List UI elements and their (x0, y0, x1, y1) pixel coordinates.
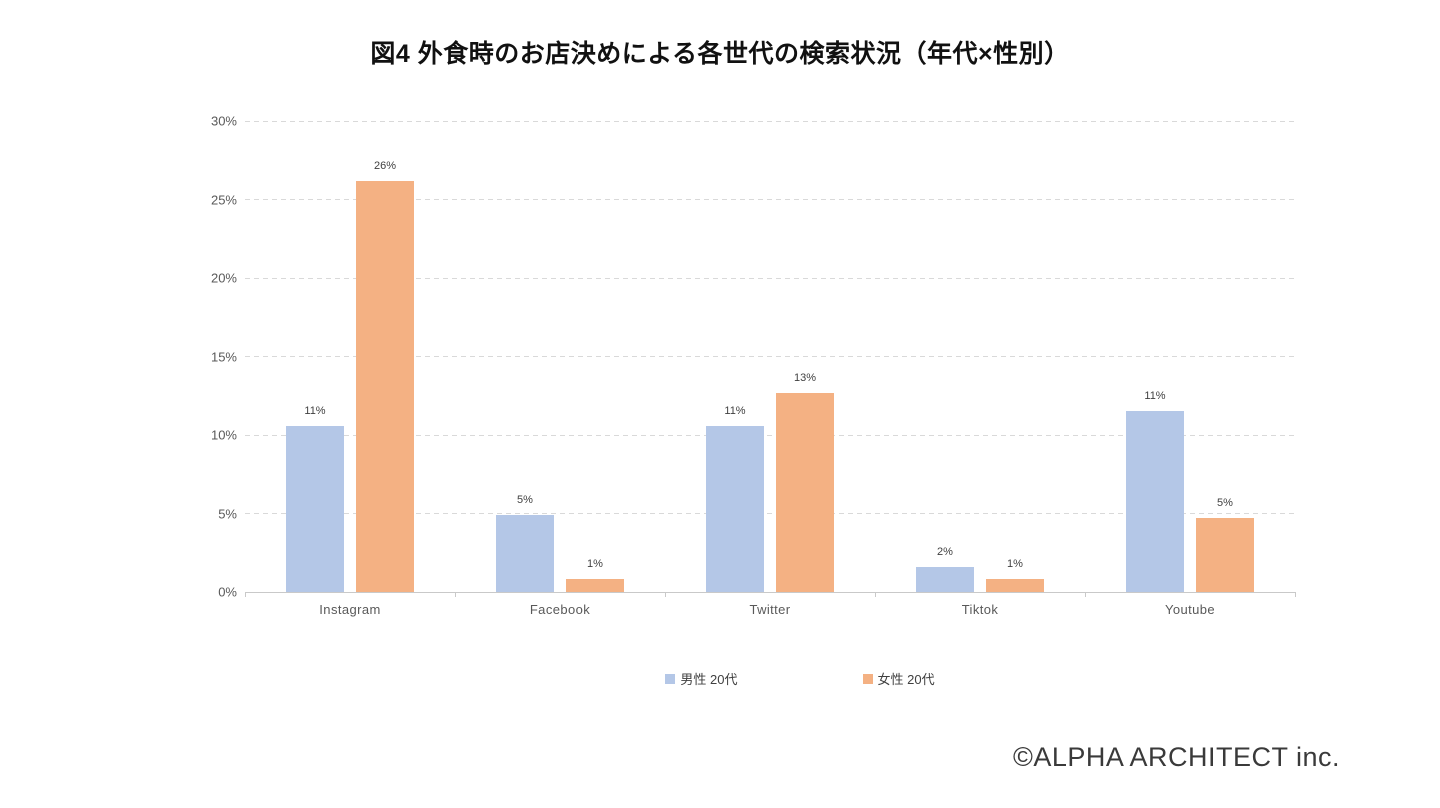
bar-value-male-20s-facebook: 5% (517, 494, 533, 507)
x-axis-category-label-instagram: Instagram (319, 602, 381, 617)
bar-value-male-20s-twitter: 11% (724, 404, 746, 417)
bar-value-male-20s-instagram: 11% (304, 404, 326, 417)
y-axis-tick-label-30%: 30% (210, 113, 237, 129)
bar-value-female-20s-tiktok: 1% (1007, 558, 1023, 571)
copyright-text: ©ALPHA ARCHITECT inc. (1013, 742, 1340, 772)
legend-item-female-20s: 女性 20代 (862, 669, 935, 688)
legend-label-male-20s: 男性 20代 (680, 672, 738, 687)
category-group-tiktok: 2% 1% Tiktok (875, 121, 1085, 617)
bar-female-20s-instagram (356, 180, 414, 592)
x-axis-tick (1295, 592, 1296, 597)
bar-female-20s-facebook (566, 579, 624, 592)
y-axis-tick-label-15%: 15% (210, 349, 237, 364)
x-axis-category-label-youtube: Youtube (1164, 602, 1216, 617)
y-axis-tick-label-0%: 0% (218, 584, 237, 600)
x-axis-tick (455, 592, 456, 597)
chart-legend: 男性 20代 女性 20代 (275, 669, 1325, 688)
gridline-25% (245, 199, 1295, 200)
bar-female-20s-tiktok (986, 579, 1044, 592)
y-axis-tick-label-5%: 5% (218, 506, 237, 521)
x-axis-tick (245, 592, 246, 597)
category-group-twitter: 11% 13% Twitter (665, 121, 875, 617)
bar-value-female-20s-youtube: 5% (1217, 497, 1233, 510)
bar-male-20s-tiktok (916, 566, 974, 592)
plot-area: 0% 5% 10% 15% 20% 25% 30% 11% 26% Instagram 5% 1% Fa… (211, 115, 1296, 617)
x-axis-category-label-tiktok: Tiktok (961, 602, 999, 617)
x-axis-tick (1085, 592, 1086, 597)
category-group-facebook: 5% 1% Facebook (455, 121, 665, 617)
chart-title: 図4 外食時のお店決めによる各世代の検索状況（年代×性別） (370, 40, 1070, 68)
category-group-instagram: 11% 26% Instagram (245, 121, 455, 617)
gridline-15% (245, 356, 1295, 357)
bar-value-male-20s-youtube: 11% (1144, 390, 1166, 403)
gridline-10% (245, 434, 1295, 436)
x-axis-line (245, 592, 1295, 593)
legend-swatch-male-20s (665, 673, 676, 684)
legend-label-female-20s: 女性 20代 (877, 672, 935, 687)
gridline-30% (245, 120, 1295, 122)
bar-male-20s-facebook (496, 515, 554, 592)
legend-item-male-20s: 男性 20代 (665, 669, 738, 688)
bar-female-20s-twitter (776, 392, 834, 592)
gridline-5% (245, 513, 1295, 514)
bar-male-20s-instagram (286, 425, 344, 592)
y-axis-tick-label-25%: 25% (210, 192, 237, 207)
category-group-youtube: 11% 5% Youtube (1085, 121, 1295, 617)
bar-male-20s-youtube (1126, 411, 1184, 592)
y-axis-tick-label-20%: 20% (210, 270, 237, 286)
x-axis-category-label-twitter: Twitter (749, 602, 791, 617)
bar-value-male-20s-tiktok: 2% (937, 545, 953, 558)
legend-swatch-female-20s (862, 673, 873, 684)
gridline-20% (245, 277, 1295, 279)
bar-value-female-20s-twitter: 13% (793, 371, 817, 384)
bar-value-female-20s-facebook: 1% (587, 558, 603, 571)
bar-female-20s-youtube (1196, 518, 1254, 592)
bar-value-female-20s-instagram: 26% (373, 159, 397, 172)
x-axis-tick (875, 592, 876, 597)
x-axis-tick (665, 592, 666, 597)
x-axis-category-label-facebook: Facebook (529, 602, 591, 617)
bar-male-20s-twitter (706, 425, 764, 592)
y-axis-tick-label-10%: 10% (210, 427, 237, 443)
